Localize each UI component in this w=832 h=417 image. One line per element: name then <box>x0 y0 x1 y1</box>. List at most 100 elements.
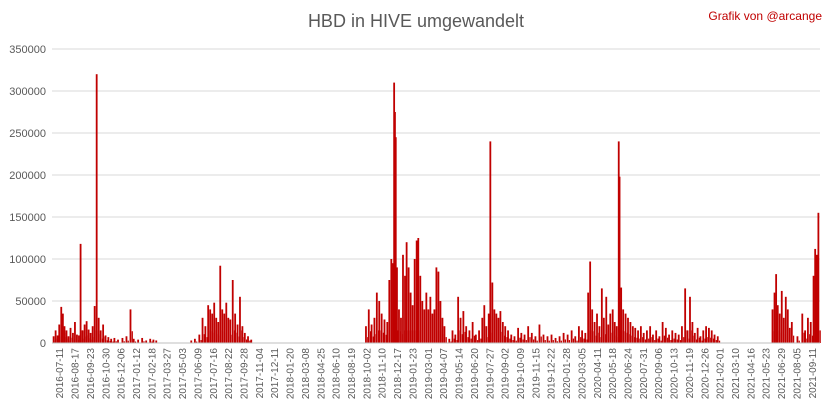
bar <box>225 302 228 343</box>
y-tick-label: 150000 <box>9 212 46 224</box>
bar <box>106 340 108 343</box>
bar <box>445 337 447 343</box>
bar <box>677 334 680 343</box>
bar <box>806 338 808 343</box>
bar <box>509 338 511 343</box>
bar <box>477 340 479 343</box>
bar <box>474 334 477 343</box>
x-axis-tick-labels: 2016-07-11 2016-08-17 2016-09-23 2016-10-30… <box>55 348 819 400</box>
bar <box>448 338 451 343</box>
bar <box>198 334 201 343</box>
bar <box>87 329 90 343</box>
x-tick-label: 2021-09-11 <box>808 348 819 399</box>
x-tick-label: 2018-11-10 <box>378 348 389 399</box>
y-tick-label: 50000 <box>15 296 46 308</box>
bar <box>462 311 465 343</box>
bar <box>95 74 98 343</box>
bar <box>61 313 64 343</box>
bar <box>771 309 774 343</box>
bar <box>710 330 713 343</box>
bar <box>523 334 526 343</box>
bar <box>804 330 807 343</box>
bar <box>713 334 716 343</box>
bar <box>696 339 698 343</box>
bar <box>423 309 426 343</box>
bar <box>489 141 492 343</box>
bar <box>415 240 418 343</box>
bar <box>380 313 383 343</box>
bar <box>137 339 140 343</box>
bar <box>107 337 110 343</box>
bar <box>586 339 588 343</box>
bar <box>542 334 545 343</box>
x-tick-label: 2016-08-17 <box>71 348 82 400</box>
bar <box>206 337 208 343</box>
bar <box>76 334 78 343</box>
bar <box>598 326 601 343</box>
bar <box>473 335 476 343</box>
bar <box>367 337 369 343</box>
bar <box>467 337 469 343</box>
bar <box>809 334 811 343</box>
bar <box>673 338 675 343</box>
bar <box>52 336 55 343</box>
bar <box>691 322 694 343</box>
bar <box>788 327 791 343</box>
bar <box>134 341 137 343</box>
bar <box>784 296 787 343</box>
bar <box>803 332 805 343</box>
bar <box>809 322 812 343</box>
bar <box>544 340 546 343</box>
bar <box>431 313 434 343</box>
x-tick-label: 2017-09-28 <box>240 348 251 400</box>
bar <box>655 330 658 343</box>
watermark-label: Grafik von @arcange <box>708 9 822 23</box>
bar <box>388 280 391 343</box>
bar <box>568 340 571 343</box>
bar <box>487 313 490 343</box>
bar <box>639 338 641 343</box>
bar <box>609 313 612 343</box>
bar <box>125 336 128 343</box>
bar <box>530 332 533 343</box>
bar <box>676 339 678 343</box>
bar <box>560 340 562 343</box>
bar <box>127 340 129 343</box>
x-tick-label: 2020-03-05 <box>577 348 588 400</box>
bar <box>554 337 557 343</box>
bar <box>464 331 466 343</box>
bar <box>648 338 650 343</box>
bar <box>684 288 687 343</box>
bar <box>615 326 618 343</box>
bar <box>429 296 432 343</box>
bar <box>679 340 682 343</box>
bar <box>407 267 410 343</box>
bar <box>234 313 237 343</box>
bar <box>564 339 566 343</box>
bar <box>552 340 554 343</box>
bar <box>112 341 114 343</box>
bar <box>513 336 516 343</box>
x-tick-label: 2017-11-04 <box>255 348 266 399</box>
x-tick-label: 2019-05-14 <box>455 348 466 400</box>
bar <box>409 292 412 343</box>
bar <box>584 332 587 343</box>
bar <box>790 322 793 343</box>
bar <box>478 330 480 343</box>
bar <box>74 322 76 343</box>
bar <box>203 334 205 343</box>
x-tick-label: 2021-03-10 <box>731 348 742 400</box>
bar <box>485 326 488 343</box>
bar <box>622 309 625 343</box>
bar <box>249 340 251 343</box>
bar <box>196 341 198 343</box>
x-tick-label: 2020-10-13 <box>670 348 681 400</box>
x-tick-label: 2021-04-16 <box>746 348 757 400</box>
bar <box>674 332 677 343</box>
bar <box>782 317 785 343</box>
bar <box>390 259 393 343</box>
bar-series <box>52 74 821 343</box>
bar <box>812 275 815 343</box>
bar <box>796 336 799 343</box>
bar <box>201 317 204 343</box>
